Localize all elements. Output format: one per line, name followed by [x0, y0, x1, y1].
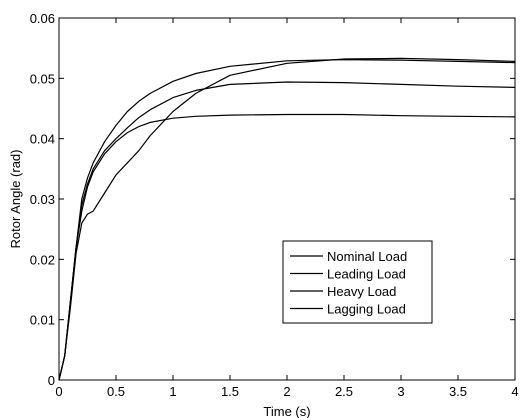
x-axis-label: Time (s): [263, 404, 310, 418]
series-line-leading-load: [58, 81, 516, 381]
x-tick-label: 0.5: [107, 384, 125, 399]
x-tick-label: 1.5: [221, 384, 239, 399]
legend: Nominal Load Leading Load Heavy Load Laggin…: [282, 240, 433, 324]
plot-area: [58, 17, 516, 381]
x-tick-label: 4: [511, 384, 518, 399]
legend-label: Lagging Load: [327, 302, 406, 317]
x-axis: 0 0.5 1 1.5 2 2.5 3 3.5 4: [55, 18, 519, 399]
y-tick-label: 0.04: [30, 132, 55, 147]
legend-box: [282, 240, 433, 324]
series-line-lagging-load: [58, 57, 516, 381]
y-tick-label: 0.05: [30, 71, 55, 86]
y-axis: 0 0.01 0.02 0.03 0.04 0.05 0.06: [30, 11, 515, 388]
y-tick-label: 0.06: [30, 11, 55, 26]
x-tick-label: 2.5: [335, 384, 353, 399]
legend-label: Nominal Load: [327, 249, 407, 264]
plot-frame: [58, 17, 516, 381]
series-line-heavy-load: [58, 58, 516, 381]
y-tick-label: 0: [48, 373, 55, 388]
y-tick-label: 0.01: [30, 313, 55, 328]
y-tick-label: 0.03: [30, 192, 55, 207]
legend-label: Leading Load: [327, 267, 406, 282]
y-tick-label: 0.02: [30, 252, 55, 267]
x-tick-label: 1: [169, 384, 176, 399]
legend-label: Heavy Load: [327, 284, 396, 299]
x-tick-label: 3.5: [449, 384, 467, 399]
series-lines: [58, 57, 516, 381]
x-tick-label: 0: [55, 384, 62, 399]
x-tick-label: 3: [397, 384, 404, 399]
x-tick-label: 2: [283, 384, 290, 399]
y-axis-label: Rotor Angle (rad): [8, 150, 23, 249]
